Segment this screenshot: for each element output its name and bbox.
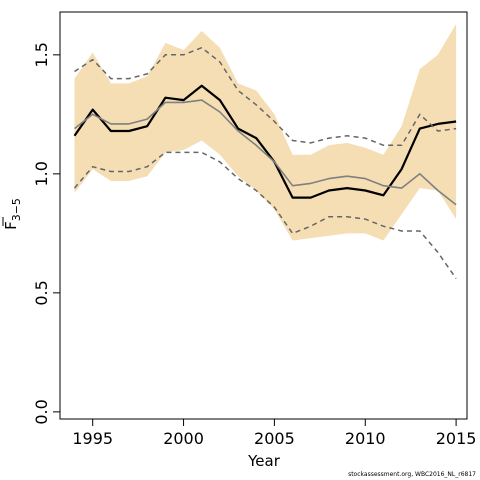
- plot-frame: [59, 11, 468, 420]
- x-tick-label: 1995: [72, 429, 113, 448]
- y-tick-label: 0.0: [32, 399, 51, 424]
- series-line-1: [73, 84, 457, 199]
- x-tick-label: 2000: [163, 429, 204, 448]
- y-axis-title-sub: 3−5: [10, 198, 23, 221]
- y-tick-label: 0.5: [32, 280, 51, 305]
- x-tick-label: 2010: [345, 429, 386, 448]
- y-tick-label: 1.5: [32, 42, 51, 67]
- svg-text:F3−5: F3−5: [2, 198, 23, 230]
- x-axis-title: Year: [247, 452, 281, 470]
- y-tick-label: 1.0: [32, 161, 51, 186]
- x-tick-label: 2015: [436, 429, 477, 448]
- source-footnote: stockassessment.org, WBC2016_NL_r6817: [348, 471, 476, 478]
- y-axis-title-main: F: [2, 221, 20, 230]
- series-line-2: [74, 99, 457, 206]
- y-axis-title: F3−5: [2, 198, 23, 230]
- x-tick-label: 2005: [254, 429, 295, 448]
- confidence-band: [74, 23, 457, 241]
- series-line-4: [73, 151, 457, 280]
- series-line-3: [74, 46, 457, 147]
